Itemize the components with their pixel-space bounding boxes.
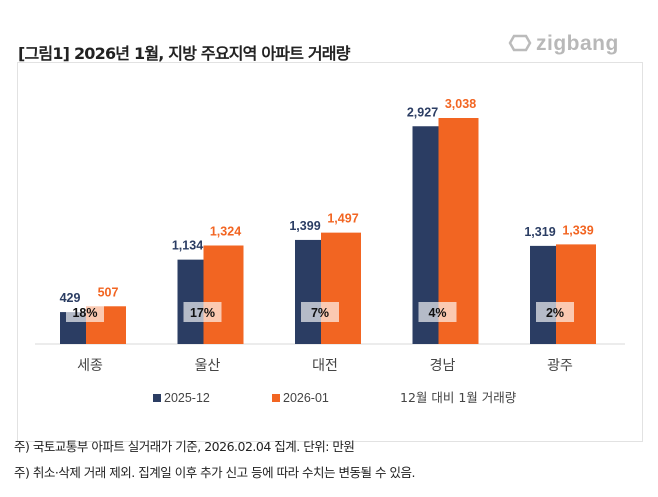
x-tick-label: 광주 bbox=[547, 358, 573, 374]
data-label-2026-01: 1,339 bbox=[562, 223, 593, 237]
x-tick-label: 경남 bbox=[430, 358, 456, 374]
legend-swatch-2025-12 bbox=[153, 394, 161, 402]
data-label-2026-01: 3,038 bbox=[445, 97, 476, 111]
logo-text: zigbang bbox=[536, 32, 619, 55]
bar-2025-12 bbox=[177, 259, 204, 344]
change-label: 4% bbox=[428, 306, 446, 320]
bar-2026-01 bbox=[203, 245, 244, 344]
data-label-2026-01: 507 bbox=[98, 285, 119, 299]
legend-label-change: 12월 대비 1월 거래량 bbox=[400, 390, 517, 405]
bar-2026-01 bbox=[556, 244, 596, 344]
change-label: 17% bbox=[190, 306, 215, 320]
footnote-1: 주) 국토교통부 아파트 실거래가 기준, 2026.02.04 집계. 단위:… bbox=[14, 439, 355, 454]
change-label-box bbox=[66, 302, 104, 322]
data-label-2025-12: 1,134 bbox=[172, 239, 203, 253]
footnote-2: 주) 취소·삭제 거래 제외. 집계일 이후 추가 신고 등에 따라 수치는 변… bbox=[14, 465, 415, 480]
logo-icon bbox=[508, 34, 532, 52]
change-label-box bbox=[301, 302, 339, 322]
change-label: 7% bbox=[311, 306, 329, 320]
change-label: 2% bbox=[546, 306, 564, 320]
chart-title: [그림1] 2026년 1월, 지방 주요지역 아파트 거래량 bbox=[18, 44, 350, 63]
data-label-2025-12: 429 bbox=[60, 291, 81, 305]
data-label-2026-01: 1,324 bbox=[210, 225, 241, 239]
change-label-box bbox=[418, 302, 457, 322]
data-label-2025-12: 1,319 bbox=[524, 225, 555, 239]
x-tick-label: 울산 bbox=[195, 358, 221, 374]
x-tick-label: 세종 bbox=[77, 358, 103, 374]
bar-2025-12 bbox=[295, 239, 321, 344]
x-tick-label: 대전 bbox=[312, 358, 338, 374]
data-label-2025-12: 2,927 bbox=[407, 105, 438, 119]
change-label: 18% bbox=[72, 306, 97, 320]
chart-frame bbox=[17, 62, 643, 442]
data-label-2026-01: 1,497 bbox=[327, 212, 358, 226]
bar-2026-01 bbox=[321, 232, 361, 344]
data-label-2025-12: 1,399 bbox=[289, 219, 320, 233]
change-label-box bbox=[536, 302, 574, 322]
legend-label-2026-01: 2026-01 bbox=[283, 391, 329, 405]
legend-label-2025-12: 2025-12 bbox=[164, 391, 210, 405]
zigbang-logo: zigbang bbox=[508, 32, 619, 56]
bar-2025-12 bbox=[530, 245, 556, 344]
change-label-box bbox=[183, 302, 222, 322]
legend-swatch-2026-01 bbox=[272, 394, 280, 402]
